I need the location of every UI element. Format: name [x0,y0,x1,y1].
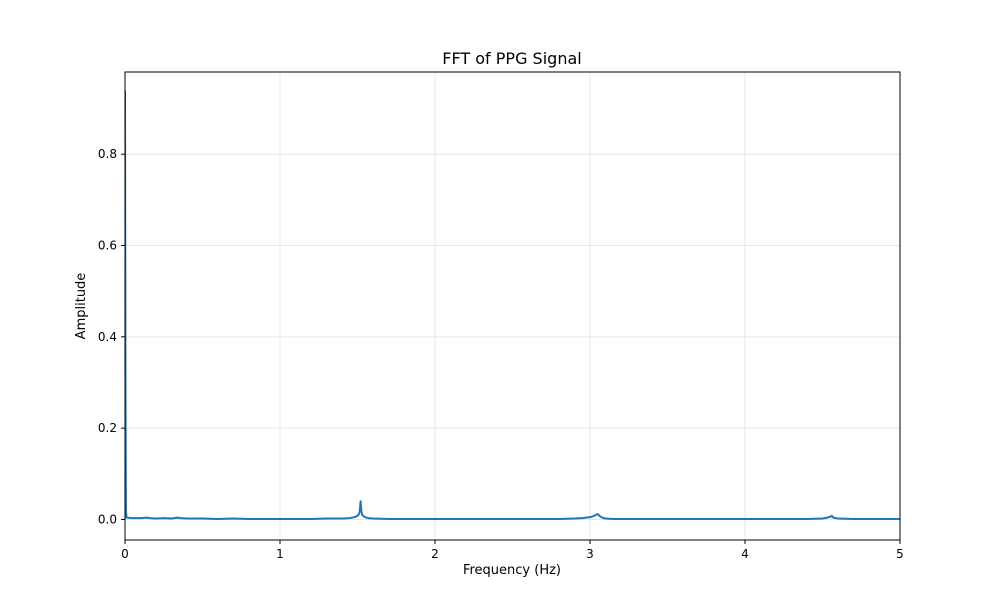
series-line [125,90,900,520]
chart-title: FFT of PPG Signal [442,49,581,68]
x-tick-label: 1 [276,547,284,561]
y-axis: 0.0 0.2 0.4 0.6 0.8 [98,147,125,526]
y-tick-label: 0.0 [98,512,117,526]
y-tick-label: 0.6 [98,239,117,253]
plot-frame [124,71,901,541]
y-tick-label: 0.2 [98,421,117,435]
x-axis-label: Frequency (Hz) [463,563,561,578]
y-tick-label: 0.8 [98,147,117,161]
plot-area [125,90,900,520]
grid [124,72,901,540]
x-tick-label: 5 [896,547,904,561]
x-tick-label: 0 [121,547,129,561]
x-tick-label: 2 [431,547,439,561]
y-tick-label: 0.4 [98,330,117,344]
x-axis: 0 1 2 3 4 5 [121,540,904,561]
x-tick-label: 3 [586,547,594,561]
y-axis-label: Amplitude [74,273,89,340]
x-tick-label: 4 [741,547,749,561]
